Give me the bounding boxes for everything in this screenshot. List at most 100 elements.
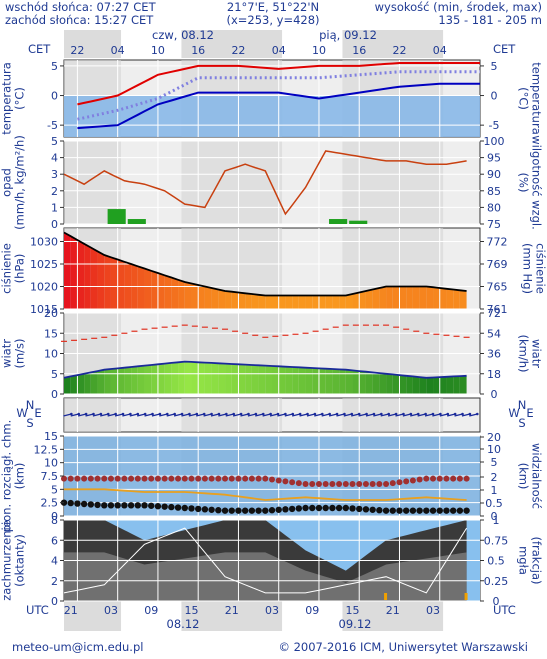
- wind-arrow-head: [114, 412, 117, 416]
- wind-area-seg: [392, 374, 400, 394]
- wind-area-seg: [453, 376, 460, 394]
- day-label-top-2: pią, 09.12: [319, 28, 377, 42]
- wind-arrow: [114, 413, 124, 417]
- cloud-base-dot: [67, 499, 74, 507]
- wind-area-seg: [272, 365, 279, 394]
- wind-area-seg: [258, 365, 266, 394]
- fog-bar: [384, 593, 388, 600]
- precip-left-tick-label: 4: [51, 152, 58, 165]
- cloud-top-dot: [248, 475, 255, 482]
- wind-arrow-head: [143, 412, 147, 416]
- wind-arrow-head: [247, 412, 250, 416]
- wind-area-seg: [399, 375, 407, 394]
- cloud-top-dot: [463, 475, 470, 482]
- wind-area-seg: [151, 364, 158, 394]
- wind-area-seg: [104, 369, 111, 394]
- temperature-ylabel-right: temperatura(°C): [517, 62, 544, 135]
- cloud-base-dot: [309, 504, 316, 512]
- wind-arrow-head: [151, 412, 154, 416]
- pressure-area-seg: [332, 295, 340, 309]
- cloud-top-dot: [450, 475, 457, 482]
- wind-area-seg: [211, 362, 219, 394]
- cloud-top-dot: [107, 475, 114, 482]
- pressure-area-seg: [439, 288, 447, 309]
- cloud-top-dot: [228, 475, 235, 482]
- day-label-top-1: czw, 08.12: [152, 28, 214, 42]
- cloud-vis-ylabel-right: widzialność(km): [517, 443, 544, 509]
- wind-arrow-head: [188, 412, 191, 416]
- cloud-top-dot: [356, 481, 363, 487]
- top-time-axis: 22 04 10 16 22 04 10 16 22 04: [64, 30, 480, 58]
- wind-arrow-head: [276, 412, 280, 416]
- wind-arrow: [410, 413, 419, 417]
- wind-avg-line: [63, 360, 467, 379]
- pressure-area-seg: [84, 243, 91, 309]
- cloud-base-dot: [114, 502, 121, 509]
- wind-area-seg: [318, 368, 326, 394]
- wind-area-seg: [412, 376, 420, 394]
- pressure-area-seg: [365, 289, 373, 309]
- cloud-base-dot: [449, 507, 457, 514]
- top-day-strip-0: [64, 30, 122, 42]
- cloud-top-dot: [456, 475, 463, 482]
- pressure-area-seg: [218, 289, 226, 309]
- wind-arrow-head: [446, 412, 450, 416]
- pressure-left-tick-label: 1015: [30, 303, 58, 316]
- pressure-left-tick-label: 1030: [30, 236, 58, 249]
- cloud-base-dot: [101, 502, 108, 509]
- temperature-ylabel-right-line: temperatura: [530, 62, 544, 135]
- wind-arrow-head: [77, 412, 81, 416]
- pressure-line: [63, 231, 467, 297]
- wind-area-seg: [70, 375, 78, 394]
- wind-area-seg: [379, 373, 387, 394]
- cloud-top-dot: [87, 475, 94, 482]
- wind-area-seg: [285, 366, 293, 394]
- cloud-top-dot: [289, 479, 296, 486]
- top-day-strip-1: [181, 30, 283, 42]
- wind-arrow-head: [365, 412, 368, 416]
- wind-arrow-head: [202, 412, 206, 416]
- temperature-right-tick-label: -5: [489, 119, 500, 132]
- footer-email[interactable]: meteo-um@icm.edu.pl: [12, 640, 143, 654]
- pressure-area-seg: [318, 295, 326, 309]
- pressure-ylabel-left-line: (hPa): [13, 254, 27, 284]
- wind-arrow-head: [387, 412, 391, 416]
- pressure-area-seg: [251, 294, 259, 309]
- cloud-base-dot: [241, 507, 249, 514]
- cloud-top-dot: [67, 475, 74, 482]
- cloud-top-dot: [242, 475, 249, 482]
- bottom-hour-label: 15: [184, 604, 198, 617]
- wind-area-seg: [90, 371, 98, 394]
- pressure-area-seg: [245, 293, 252, 309]
- wind-arrow: [240, 413, 249, 417]
- cloud-top-dot: [208, 475, 215, 482]
- wind-area-seg: [345, 369, 353, 394]
- cloud-vis-left-tick-label: 15: [44, 430, 58, 443]
- wind-area-seg: [426, 377, 434, 394]
- wind-arrow: [380, 413, 389, 417]
- temperature-ylabel-left-line: (°C): [13, 87, 27, 110]
- precip-left-tick-label: 0: [51, 218, 58, 231]
- wind-arrow-head: [335, 412, 339, 416]
- pressure-left-tick-label: 1025: [30, 258, 58, 271]
- wind-arrow: [292, 413, 301, 417]
- temperature-series-0: [77, 62, 480, 106]
- wind-arrow: [225, 413, 234, 417]
- pressure-ylabel-left-line: ciśnienie: [0, 243, 14, 294]
- cloud-base-dot: [215, 507, 222, 514]
- top-hour-label: 22: [392, 44, 406, 57]
- cloud-base-dot: [369, 506, 376, 513]
- pressure-area-seg: [298, 295, 306, 309]
- wind-arrow-head: [261, 412, 265, 416]
- pressure-area-seg: [171, 277, 179, 309]
- cloud-base-dot: [443, 507, 450, 514]
- pressure-area-seg: [184, 282, 192, 309]
- wind-area-seg: [117, 367, 125, 394]
- wind-area-seg: [446, 376, 454, 394]
- humidity-right-tick-label: 85: [487, 185, 501, 198]
- humidity-right-tick-label: 95: [487, 152, 501, 165]
- wind-area-seg: [238, 364, 246, 394]
- temperature-ylabel-right-line: (°C): [517, 87, 531, 110]
